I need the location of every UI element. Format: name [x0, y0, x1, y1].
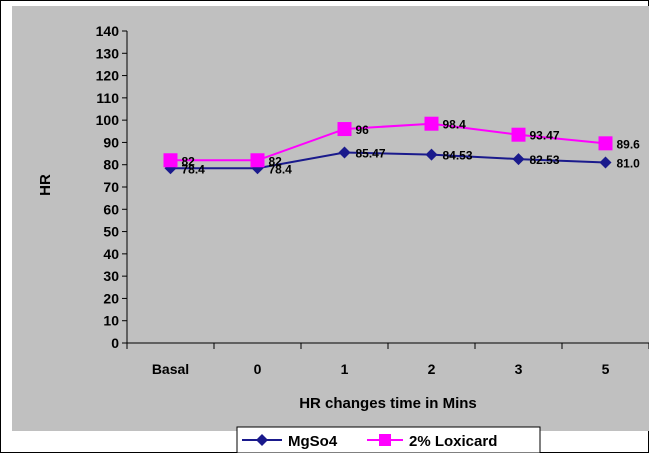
x-tick-label: 1: [341, 361, 349, 377]
legend-mgso4-marker: [256, 434, 268, 446]
series-line-1: [170, 122, 606, 162]
data-point-marker: [511, 127, 526, 142]
data-label: 82: [182, 154, 196, 168]
data-label: 78.4: [182, 162, 206, 176]
y-tick-label: 10: [103, 313, 119, 329]
data-label: 82: [269, 154, 283, 168]
data-label: 81.0: [617, 156, 641, 170]
data-label: 82.53: [530, 153, 560, 167]
data-point-marker: [599, 156, 612, 169]
data-label: 89.6: [617, 137, 641, 151]
y-tick-label: 60: [103, 201, 119, 217]
data-label: 78.4: [269, 162, 293, 176]
data-point-marker: [250, 153, 265, 168]
x-axis-label: HR changes time in Mins: [299, 395, 477, 412]
data-point-marker: [338, 146, 351, 159]
legend: MgSo4 2% Loxicard: [236, 426, 541, 454]
data-label: 85.47: [356, 147, 386, 161]
x-tick-label: 3: [515, 361, 523, 377]
y-axis-label: HR: [37, 174, 54, 196]
legend-loxicard-marker: [379, 434, 391, 446]
data-point-marker: [424, 116, 439, 131]
data-label: 84.53: [443, 149, 473, 163]
data-point-marker: [598, 136, 613, 151]
axes: 0 10 20 30 40 50 60 70 80 90 100 110 120 130 140 Basal 0…: [96, 23, 649, 377]
x-tick-label: Basal: [152, 361, 189, 377]
y-tick-label: 120: [96, 68, 120, 84]
y-tick-label: 0: [111, 335, 119, 351]
y-tick-label: 110: [96, 90, 119, 106]
plot-background: [12, 6, 649, 431]
y-tick-label: 90: [103, 134, 119, 150]
y-tick-label: 20: [103, 290, 119, 306]
y-tick-label: 70: [103, 179, 119, 195]
data-point-marker: [337, 122, 352, 137]
legend-loxicard-label: 2% Loxicard: [409, 433, 497, 450]
x-tick-label: 0: [254, 361, 262, 377]
y-tick-label: 100: [96, 112, 120, 128]
data-point-marker: [512, 153, 525, 166]
data-label: 96: [356, 123, 370, 137]
data-labels-layer: 78.4 78.4 85.47 84.53 82.53 81.0 82 82 96 98.4 93.…: [182, 118, 641, 177]
y-tick-label: 80: [103, 157, 119, 173]
y-tick-label: 140: [96, 23, 120, 39]
y-tick-label: 30: [103, 268, 119, 284]
data-point-marker: [425, 148, 438, 161]
data-label: 93.47: [530, 129, 560, 143]
legend-mgso4-label: MgSo4: [288, 433, 338, 450]
x-tick-label: 5: [602, 361, 610, 377]
y-tick-label: 50: [103, 224, 119, 240]
data-point-marker: [163, 153, 178, 168]
series-line-0: [170, 151, 606, 170]
x-tick-label: 2: [428, 361, 436, 377]
data-label: 98.4: [443, 118, 467, 132]
y-tick-label: 130: [96, 45, 120, 61]
y-tick-label: 40: [103, 246, 119, 262]
series-layer: [163, 116, 613, 175]
